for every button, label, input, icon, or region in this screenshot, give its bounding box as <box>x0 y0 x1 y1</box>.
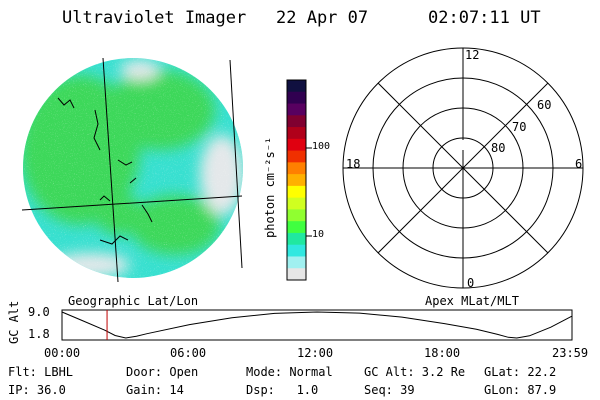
mlt-label-0: 0 <box>467 276 475 290</box>
colorbar-frame <box>286 79 307 281</box>
colorbar-segment <box>287 209 306 222</box>
orbit-xtick: 23:59 <box>552 346 589 360</box>
orbit-xtick: 18:00 <box>424 346 461 360</box>
colorbar-segment <box>287 127 306 140</box>
orbit-ylabel: GC Alt <box>7 300 21 344</box>
info-mode: Mode: Normal <box>246 365 333 379</box>
colorbar-segment <box>287 162 306 175</box>
coastline <box>57 97 75 109</box>
colorbar-segment <box>287 91 306 105</box>
lat-label-80: 80 <box>491 141 506 155</box>
info-dsp: Dsp: 1.0 <box>246 383 319 397</box>
info-ip: IP: 36.0 <box>8 383 66 397</box>
colorbar-label: photon cm⁻²s⁻¹ <box>263 136 277 238</box>
colorbar-segment <box>287 80 306 93</box>
orbit-altitude-curve <box>61 311 572 339</box>
polar-grid-label: Apex MLat/MLT <box>425 294 519 308</box>
colorbar-segment <box>287 115 306 128</box>
colorbar-segment <box>287 174 306 187</box>
parallel-line <box>21 195 243 211</box>
lat-label-60: 60 <box>537 98 552 112</box>
colorbar-segment <box>287 256 306 269</box>
colorbar-tick-label-100: 100 <box>312 141 331 152</box>
colorbar-segment <box>287 150 306 163</box>
mlt-label-12: 12 <box>465 48 480 62</box>
colorbar-segment <box>287 244 306 257</box>
colorbar-segment <box>287 221 306 234</box>
orbit-ytick-min: 1.8 <box>28 327 50 341</box>
coastline <box>141 204 153 223</box>
orbit-ytick-max: 9.0 <box>28 305 50 319</box>
colorbar-segment <box>287 232 306 246</box>
colorbar-segment <box>287 185 306 199</box>
info-gain: Gain: 14 <box>126 383 184 397</box>
orbit-plot-frame <box>61 309 573 341</box>
coastline <box>117 159 133 166</box>
coastline <box>99 235 129 245</box>
geo-map-label: Geographic Lat/Lon <box>68 294 199 308</box>
colorbar-segment <box>287 138 306 152</box>
coastline <box>93 109 101 151</box>
colorbar-tick-label-10: 10 <box>312 229 325 240</box>
polar-diagonal <box>377 82 549 254</box>
info-glat: GLat: 22.2 <box>484 365 557 379</box>
geo-map <box>23 58 243 278</box>
speckle-noise <box>23 58 243 278</box>
page-title: Ultraviolet Imager <box>62 8 247 28</box>
info-gc-alt: GC Alt: 3.2 Re <box>364 365 466 379</box>
polar-grid <box>342 47 584 289</box>
mlt-label-18: 18 <box>346 157 361 171</box>
orbit-xtick: 00:00 <box>44 346 81 360</box>
mlt-label-6: 6 <box>575 157 583 171</box>
orbit-xtick: 12:00 <box>297 346 334 360</box>
coastline <box>129 177 137 184</box>
colorbar-segment <box>287 197 306 210</box>
colorbar-segment <box>287 268 306 281</box>
info-seq: Seq: 39 <box>364 383 415 397</box>
info-door: Door: Open <box>126 365 199 379</box>
meridian-line <box>229 59 243 269</box>
date-label: 22 Apr 07 <box>276 8 369 28</box>
coastlines <box>57 97 153 245</box>
colorbar-segment <box>287 103 306 116</box>
time-label: 02:07:11 UT <box>428 8 541 28</box>
label-mask <box>458 140 468 150</box>
lat-label-70: 70 <box>512 120 527 134</box>
meridian-line <box>102 57 119 283</box>
geo-grid <box>21 57 243 283</box>
colorbar-ticks <box>306 147 312 237</box>
colorbar <box>287 80 306 281</box>
coastline <box>99 195 111 202</box>
info-glon: GLon: 87.9 <box>484 383 557 397</box>
orbit-xtick: 06:00 <box>170 346 207 360</box>
info-filter: Flt: LBHL <box>8 365 74 379</box>
